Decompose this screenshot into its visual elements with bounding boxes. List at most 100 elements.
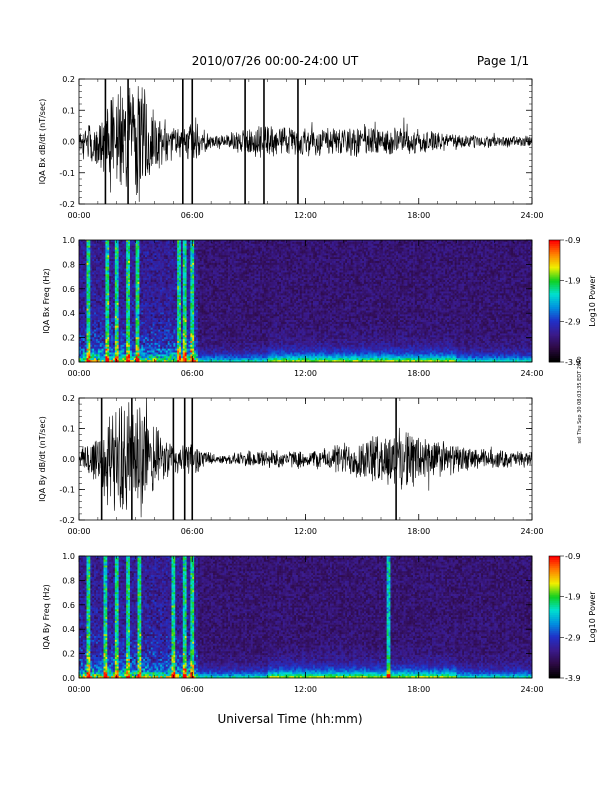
spectrogram-cell (124, 324, 126, 326)
spectrogram-cell (198, 253, 200, 255)
spectrogram-cell (171, 250, 173, 252)
spectrogram-cell (200, 351, 202, 353)
spectrogram-cell (94, 324, 96, 326)
spectrogram-cell (124, 244, 126, 246)
spectrogram-cell (185, 328, 187, 330)
spectrogram-cell (164, 265, 166, 267)
spectrogram-cell (117, 307, 119, 309)
spectrogram-cell (126, 274, 128, 276)
spectrogram-cell (141, 343, 143, 345)
spectrogram-cell (134, 322, 136, 324)
spectrogram-cell (153, 330, 155, 332)
spectrogram-cell (132, 274, 134, 276)
spectrogram-cell (173, 261, 175, 263)
spectrogram-cell (164, 269, 166, 271)
spectrogram-cell (109, 343, 111, 345)
spectrogram-cell (219, 326, 221, 328)
spectrogram-cell (100, 320, 102, 322)
spectrogram-cell (87, 316, 89, 318)
spectrogram-cell (194, 274, 196, 276)
spectrogram-cell (100, 354, 102, 356)
spectrogram-cell (205, 259, 207, 261)
spectrogram-cell (204, 284, 206, 286)
spectrogram-cell (143, 295, 145, 297)
spectrogram-cell (179, 295, 181, 297)
spectrogram-cell (104, 242, 106, 244)
spectrogram-cell (98, 349, 100, 351)
spectrogram-cell (215, 242, 217, 244)
spectrogram-cell (94, 269, 96, 271)
spectrogram-cell (100, 271, 102, 273)
spectrogram-cell (209, 263, 211, 265)
spectrogram-cell (155, 328, 157, 330)
spectrogram-cell (147, 326, 149, 328)
spectrogram-cell (181, 297, 183, 299)
spectrogram-cell (88, 288, 90, 290)
spectrogram-cell (104, 345, 106, 347)
spectrogram-cell (143, 282, 145, 284)
spectrogram-cell (115, 354, 117, 356)
spectrogram-cell (117, 356, 119, 358)
spectrogram-cell (149, 349, 151, 351)
spectrogram-cell (185, 257, 187, 259)
spectrogram-cell (151, 251, 153, 253)
spectrogram-cell (162, 291, 164, 293)
spectrogram-cell (151, 309, 153, 311)
spectrogram-cell (192, 278, 194, 280)
spectrogram-cell (209, 257, 211, 259)
spectrogram-cell (104, 257, 106, 259)
spectrogram-cell (211, 288, 213, 290)
spectrogram-cell (151, 259, 153, 261)
spectrogram-cell (92, 341, 94, 343)
spectrogram-cell (149, 358, 151, 360)
spectrogram-cell (190, 318, 192, 320)
spectrogram-cell (198, 271, 200, 273)
spectrogram-cell (153, 333, 155, 335)
spectrogram-cell (211, 291, 213, 293)
spectrogram-cell (194, 272, 196, 274)
spectrogram-cell (207, 356, 209, 358)
spectrogram-cell (126, 320, 128, 322)
spectrogram-cell (104, 326, 106, 328)
spectrogram-cell (204, 326, 206, 328)
spectrogram-cell (105, 305, 107, 307)
spectrogram-cell (153, 259, 155, 261)
spectrogram-cell (215, 251, 217, 253)
spectrogram-cell (213, 293, 215, 295)
spectrogram-cell (185, 312, 187, 314)
spectrogram-cell (138, 276, 140, 278)
spectrogram-cell (85, 276, 87, 278)
spectrogram-cell (168, 282, 170, 284)
spectrogram-cell (104, 246, 106, 248)
spectrogram-cell (136, 255, 138, 257)
spectrogram-cell (128, 311, 130, 313)
spectrogram-cell (188, 253, 190, 255)
spectrogram-cell (188, 244, 190, 246)
spectrogram-cell (98, 265, 100, 267)
spectrogram-cell (136, 278, 138, 280)
spectrogram-cell (128, 261, 130, 263)
spectrogram-cell (188, 307, 190, 309)
spectrogram-cell (168, 242, 170, 244)
spectrogram-cell (181, 261, 183, 263)
spectrogram-cell (187, 259, 189, 261)
spectrogram-cell (119, 305, 121, 307)
spectrogram-cell (209, 326, 211, 328)
spectrogram-cell (183, 257, 185, 259)
spectrogram-cell (115, 307, 117, 309)
spectrogram-cell (194, 269, 196, 271)
spectrogram-cell (126, 335, 128, 337)
spectrogram-cell (136, 303, 138, 305)
spectrogram-cell (155, 295, 157, 297)
spectrogram-cell (115, 278, 117, 280)
spectrogram-cell (198, 337, 200, 339)
spectrogram-cell (126, 337, 128, 339)
spectrogram-cell (109, 358, 111, 360)
spectrogram-cell (81, 265, 83, 267)
spectrogram-cell (183, 309, 185, 311)
spectrogram-cell (187, 278, 189, 280)
spectrogram-cell (187, 284, 189, 286)
spectrogram-cell (143, 358, 145, 360)
spectrogram-cell (192, 290, 194, 292)
